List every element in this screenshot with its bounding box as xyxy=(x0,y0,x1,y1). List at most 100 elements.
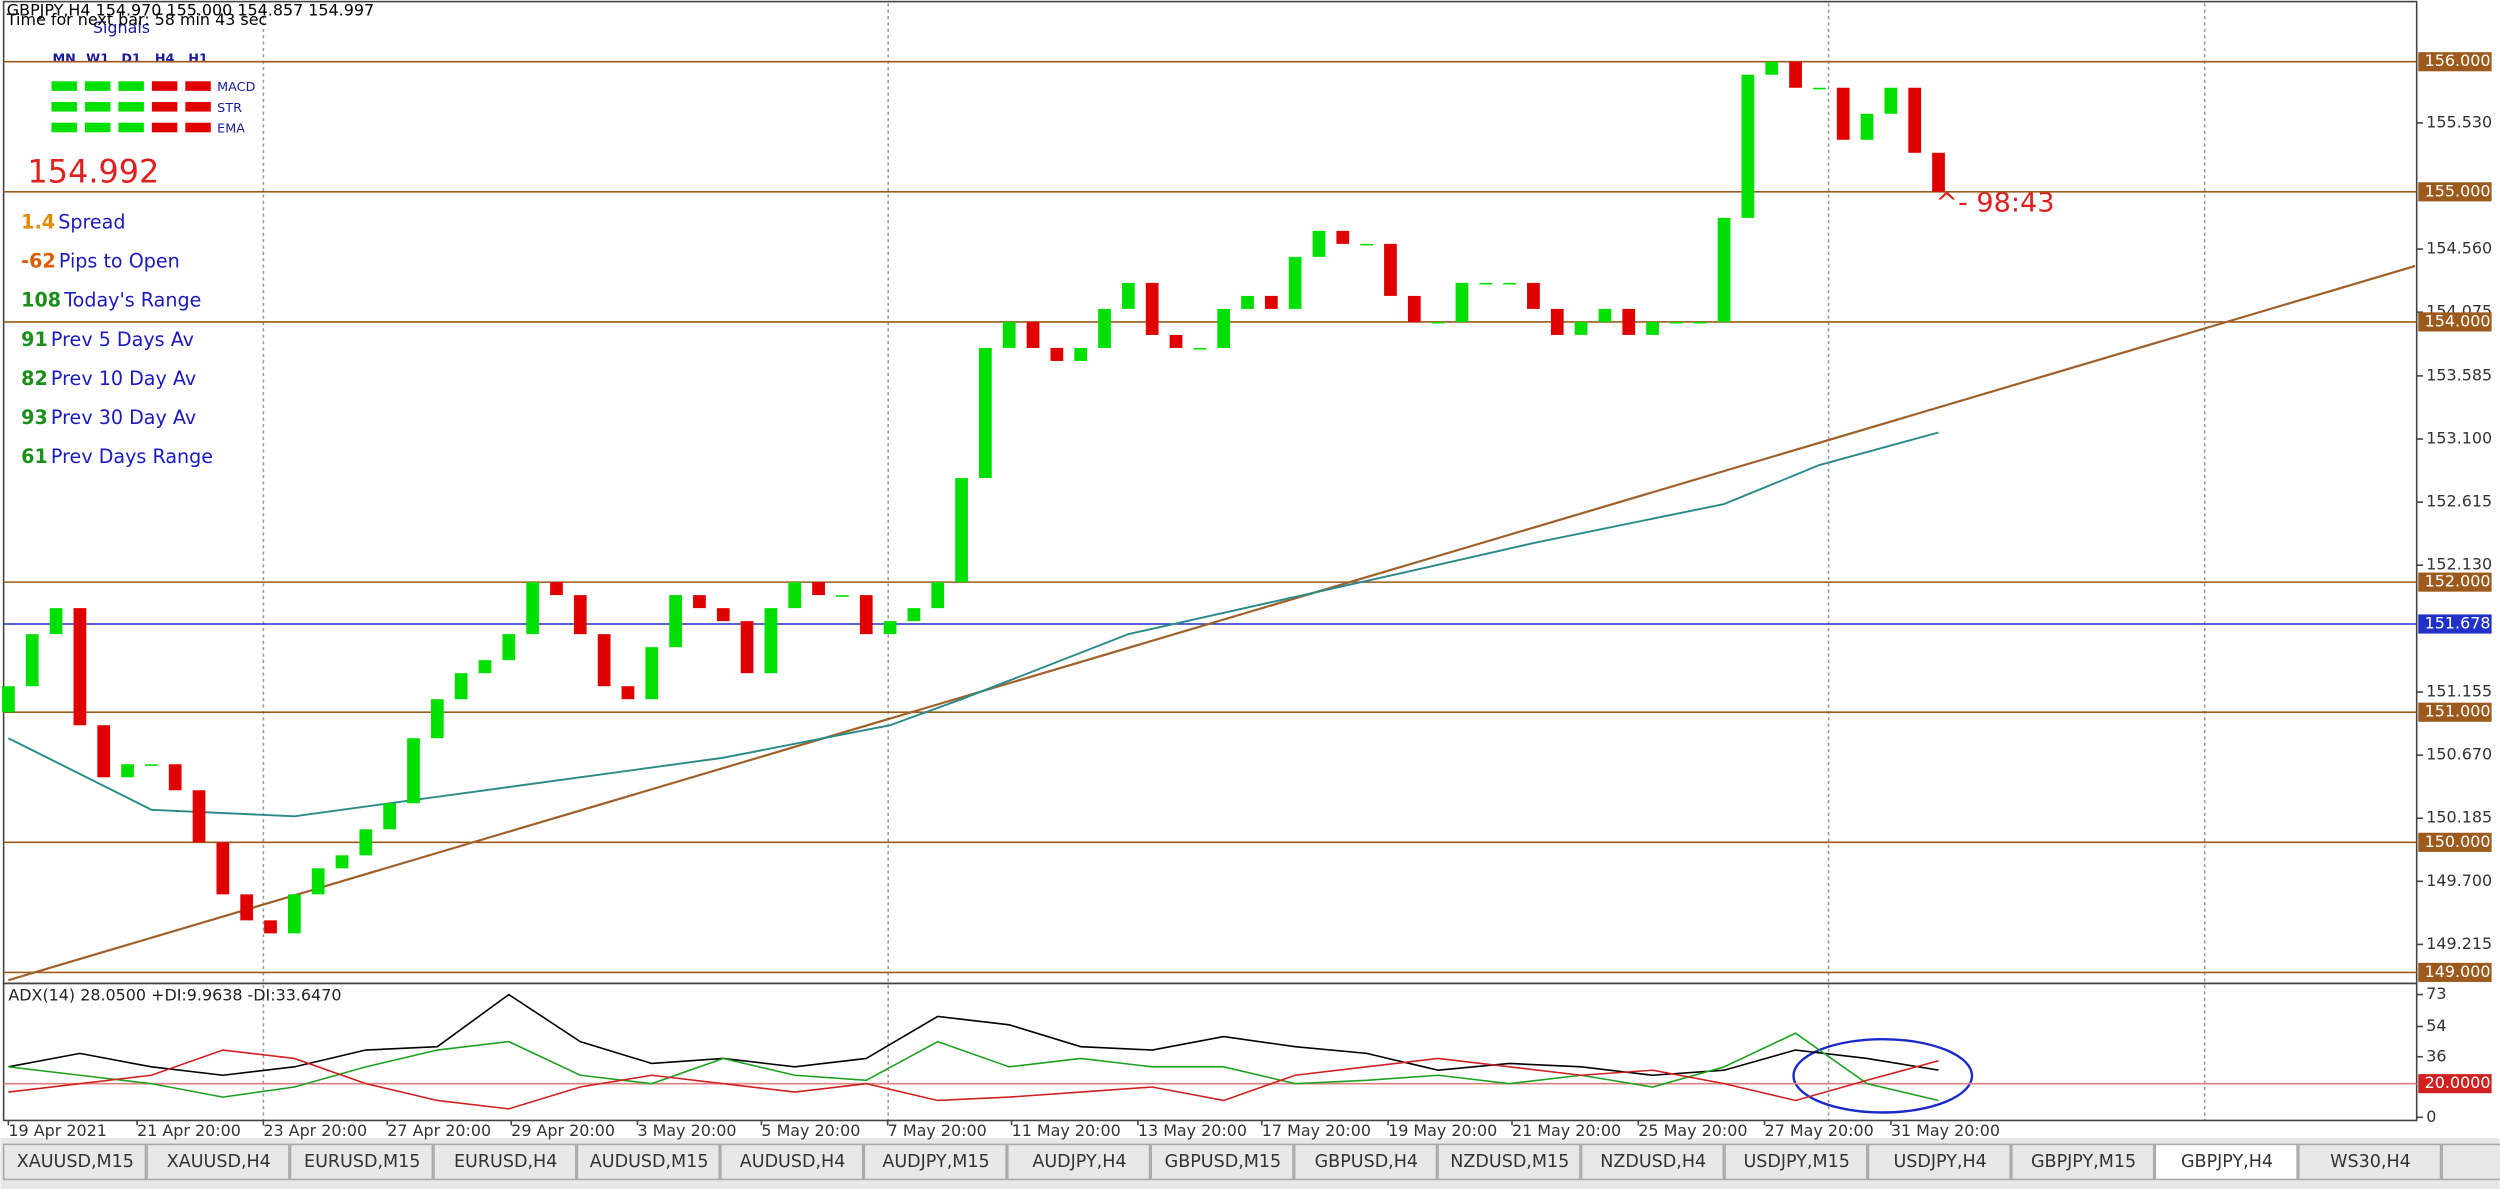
tab[interactable] xyxy=(2,1143,147,1181)
tab-label[interactable]: NZDUSD,M15 xyxy=(1450,1152,1569,1172)
signals-title: Signals xyxy=(93,18,150,37)
moving-average xyxy=(7,431,1939,818)
candle xyxy=(1717,217,1731,322)
candle xyxy=(573,595,587,635)
signal-cell xyxy=(84,102,111,112)
tab-label[interactable]: AUDUSD,M15 xyxy=(590,1152,709,1172)
tab[interactable] xyxy=(1150,1143,1294,1181)
indicator-line xyxy=(8,1049,1939,1110)
candle xyxy=(1527,282,1540,309)
x-tick-label: 19 May 20:00 xyxy=(1388,1121,1497,1140)
tab[interactable] xyxy=(863,1143,1007,1181)
tab-label[interactable]: USDJPY,M15 xyxy=(1743,1152,1849,1172)
level-label: 156.000 xyxy=(2425,51,2491,70)
stat-label: Prev 30 Day Av xyxy=(51,406,196,429)
tab-label[interactable]: EURUSD,M15 xyxy=(304,1152,420,1172)
candle xyxy=(812,582,825,596)
stat-value: 1.4 xyxy=(21,211,55,234)
level-label: 151.678 xyxy=(2425,614,2491,633)
trendline xyxy=(8,264,2416,982)
candle xyxy=(168,764,182,791)
level-label-box xyxy=(2418,962,2492,982)
current-price: 154.992 xyxy=(28,153,160,191)
candle xyxy=(907,608,921,622)
tab-label[interactable]: GBPUSD,M15 xyxy=(1165,1152,1282,1172)
signal-cell xyxy=(84,81,111,91)
candle xyxy=(240,894,254,921)
candle xyxy=(1241,295,1254,309)
candle xyxy=(955,478,968,583)
candle xyxy=(597,634,611,687)
candle xyxy=(1693,321,1707,324)
tab[interactable] xyxy=(146,1143,290,1181)
tab[interactable] xyxy=(289,1143,434,1181)
candle xyxy=(931,582,945,609)
x-tick-label: 29 Apr 20:00 xyxy=(511,1121,615,1140)
level-label-box xyxy=(2418,702,2492,722)
tab-label[interactable]: WS30,H4 xyxy=(2330,1152,2411,1172)
tab[interactable] xyxy=(2011,1143,2155,1181)
candle xyxy=(621,686,635,700)
candle xyxy=(1670,321,1683,324)
signal-cell xyxy=(84,122,111,133)
tab[interactable] xyxy=(1437,1143,1581,1181)
tab-label[interactable]: AUDUSD,H4 xyxy=(740,1152,846,1172)
tab-label[interactable]: NZDUSD,H4 xyxy=(1600,1152,1706,1172)
level-label-box xyxy=(2418,832,2492,852)
tab-label[interactable]: AUDJPY,H4 xyxy=(1032,1152,1126,1172)
tab[interactable] xyxy=(1724,1143,1868,1181)
candle xyxy=(97,725,111,778)
tab[interactable] xyxy=(2154,1143,2298,1181)
candle xyxy=(1479,282,1493,285)
signal-row-label: STR xyxy=(217,101,242,116)
y-tick-label: 152.615 xyxy=(2426,492,2492,511)
y-tick-label: 155.530 xyxy=(2426,112,2492,131)
signal-row-label: MACD xyxy=(217,80,255,95)
tab-label[interactable]: XAUUSD,M15 xyxy=(17,1152,134,1172)
candle xyxy=(1050,347,1064,361)
adx-title: ADX(14) 28.0500 +DI:9.9638 -DI:33.6470 xyxy=(8,986,341,1005)
tab[interactable] xyxy=(1293,1143,1438,1181)
tab[interactable] xyxy=(2297,1143,2442,1181)
tab[interactable] xyxy=(2441,1143,2500,1181)
adx-level-box xyxy=(2418,1074,2492,1094)
candle xyxy=(1074,347,1088,361)
tab[interactable] xyxy=(1006,1143,1151,1181)
stat-value: 82 xyxy=(21,367,48,390)
tab[interactable] xyxy=(433,1143,577,1181)
stat-label: Prev 10 Day Av xyxy=(51,367,196,390)
candle xyxy=(1217,308,1231,348)
tab-label[interactable]: GBPUSD,H4 xyxy=(1315,1152,1418,1172)
adx-frame xyxy=(2,982,2418,1122)
signal-cell xyxy=(151,81,178,91)
candle xyxy=(645,647,659,700)
stat-value: 108 xyxy=(21,289,61,312)
candle xyxy=(73,608,87,726)
stat-value: 91 xyxy=(21,328,48,351)
tab[interactable] xyxy=(1580,1143,1725,1181)
candle xyxy=(359,829,373,856)
tab[interactable] xyxy=(576,1143,721,1181)
tab-label[interactable]: XAUUSD,H4 xyxy=(167,1152,271,1172)
level-label: 154.000 xyxy=(2425,311,2491,330)
stat-value: 93 xyxy=(21,406,48,429)
tab-label[interactable]: USDJPY,H4 xyxy=(1893,1152,1986,1172)
tab-label[interactable]: AUDJPY,M15 xyxy=(882,1152,989,1172)
signal-cell xyxy=(51,102,77,112)
x-tick-label: 13 May 20:00 xyxy=(1138,1121,1247,1140)
tab-label[interactable]: GBPJPY,M15 xyxy=(2031,1152,2136,1172)
tab[interactable] xyxy=(720,1143,864,1181)
tab[interactable] xyxy=(1867,1143,2012,1181)
timer: Time for next bar: 58 min 43 sec xyxy=(6,10,267,29)
signal-cell xyxy=(185,81,211,91)
tab-label[interactable]: EURUSD,H4 xyxy=(454,1152,557,1172)
indicator-line xyxy=(8,993,1939,1077)
tab-label[interactable]: GBPJPY,H4 xyxy=(2181,1152,2273,1172)
candle xyxy=(1860,113,1874,140)
candle xyxy=(979,347,992,479)
signal-cell xyxy=(51,122,77,133)
candle xyxy=(859,595,873,635)
y-tick-label: 73 xyxy=(2426,984,2446,1003)
candle xyxy=(1884,87,1898,114)
